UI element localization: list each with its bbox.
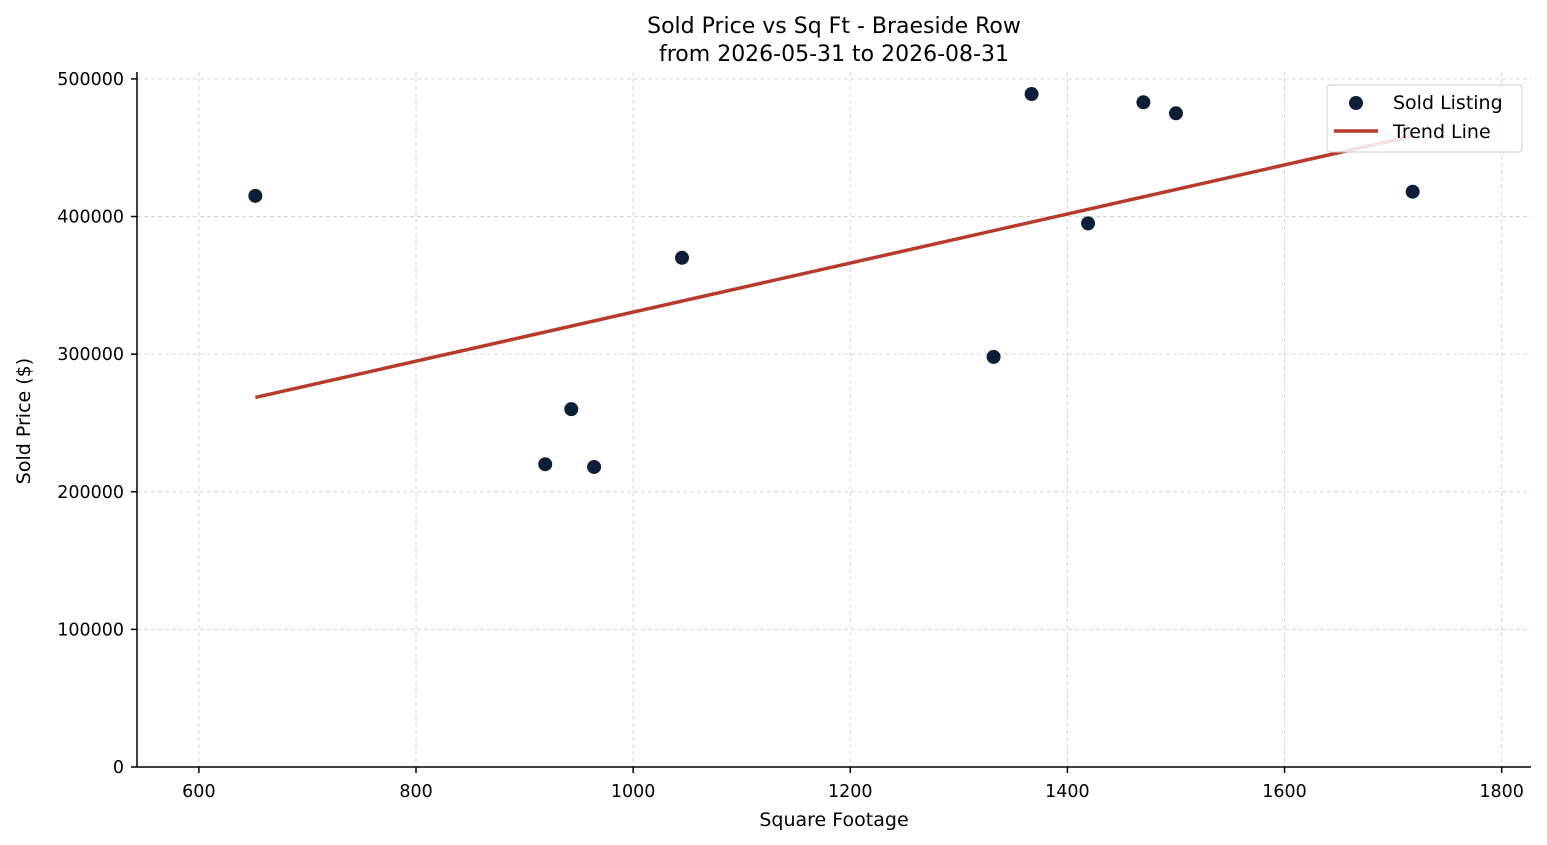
y-tick-label: 300000 bbox=[57, 345, 124, 365]
trend-line-layer bbox=[254, 134, 1414, 400]
legend-marker-sold-listing bbox=[1349, 96, 1363, 110]
x-axis-label: Square Footage bbox=[759, 809, 908, 831]
chart-subtitle: from 2026-05-31 to 2026-08-31 bbox=[659, 42, 1009, 67]
points-layer bbox=[248, 87, 1420, 474]
axes: 600 800 1000 1200 1400 1600 1800 0 100000 200000 3… bbox=[57, 70, 1531, 802]
legend-label-trend-line: Trend Line bbox=[1392, 121, 1491, 143]
chart-title: Sold Price vs Sq Ft - Braeside Row bbox=[647, 14, 1021, 39]
trend-line bbox=[254, 134, 1414, 400]
sold-listing-point bbox=[1168, 106, 1183, 121]
x-tick-label: 800 bbox=[399, 782, 432, 802]
legend: Sold Listing Trend Line bbox=[1326, 84, 1523, 153]
x-tick-label: 1400 bbox=[1045, 782, 1090, 802]
x-tick-label: 1000 bbox=[611, 782, 656, 802]
sold-listing-point bbox=[986, 349, 1001, 364]
sold-listing-point bbox=[1405, 184, 1420, 199]
x-tick-label: 600 bbox=[182, 782, 215, 802]
sold-listing-point bbox=[248, 188, 263, 203]
sold-listing-point bbox=[587, 459, 602, 474]
sold-listing-point bbox=[538, 457, 553, 472]
grid bbox=[137, 72, 1531, 768]
y-tick-label: 500000 bbox=[57, 70, 124, 90]
sold-listing-point bbox=[1136, 95, 1151, 110]
x-tick-label: 1800 bbox=[1479, 782, 1524, 802]
sold-listing-point bbox=[675, 250, 690, 265]
y-tick-label: 0 bbox=[113, 758, 124, 778]
legend-label-sold-listing: Sold Listing bbox=[1393, 92, 1503, 114]
legend-box bbox=[1326, 84, 1523, 153]
x-tick-label: 1600 bbox=[1262, 782, 1307, 802]
y-tick-label: 400000 bbox=[57, 208, 124, 228]
y-axis-label: Sold Price ($) bbox=[13, 358, 35, 484]
sold-listing-point bbox=[1024, 87, 1039, 102]
y-tick-label: 100000 bbox=[57, 620, 124, 640]
sold-listing-point bbox=[564, 402, 579, 417]
x-tick-label: 1200 bbox=[828, 782, 873, 802]
y-tick-label: 200000 bbox=[57, 483, 124, 503]
sold-listing-point bbox=[1081, 216, 1096, 231]
